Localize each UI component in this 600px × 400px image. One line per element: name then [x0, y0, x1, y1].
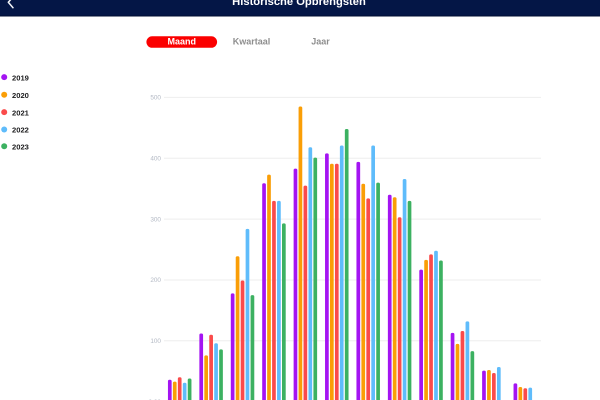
svg-text:2022: 2022 — [12, 126, 29, 135]
svg-text:0.00: 0.00 — [149, 399, 162, 400]
svg-text:300: 300 — [150, 216, 161, 223]
svg-text:400: 400 — [150, 155, 161, 162]
svg-text:Jaar: Jaar — [311, 37, 330, 47]
svg-text:2023: 2023 — [12, 143, 29, 152]
svg-text:Historische Opbrengsten: Historische Opbrengsten — [232, 0, 366, 8]
svg-text:200: 200 — [150, 277, 161, 284]
svg-text:Maand: Maand — [168, 37, 197, 47]
svg-text:500: 500 — [150, 95, 161, 102]
svg-text:2021: 2021 — [12, 108, 30, 117]
svg-text:Kwartaal: Kwartaal — [233, 37, 271, 47]
svg-text:100: 100 — [150, 338, 161, 345]
svg-text:2020: 2020 — [12, 91, 29, 100]
svg-text:2019: 2019 — [12, 73, 29, 82]
